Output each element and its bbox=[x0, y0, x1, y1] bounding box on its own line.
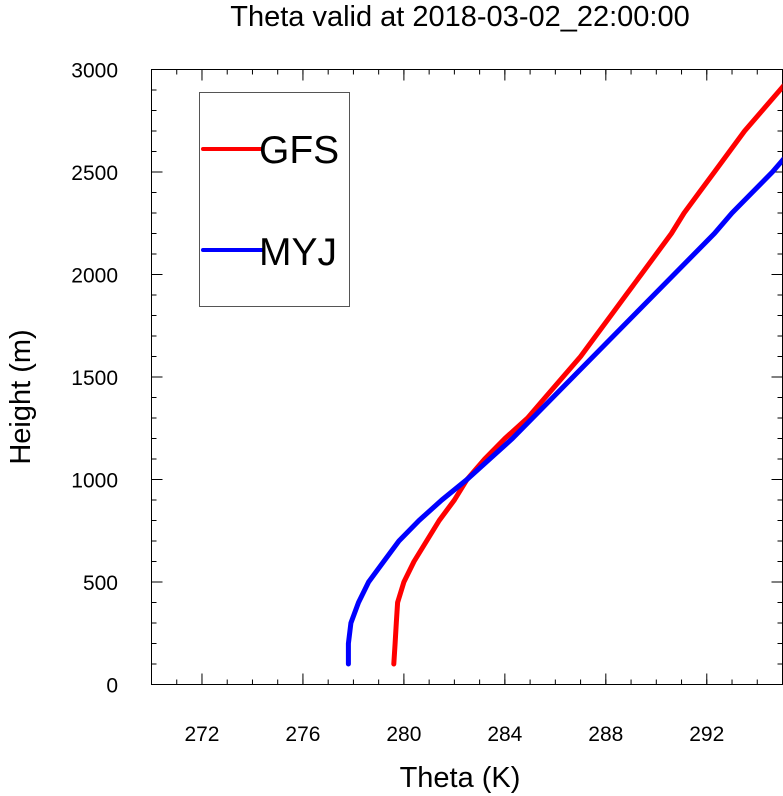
y-axis-label: Height (m) bbox=[5, 329, 37, 464]
x-tick-label: 292 bbox=[689, 723, 724, 746]
x-tick-label: 284 bbox=[487, 723, 522, 746]
x-tick-label: 288 bbox=[588, 723, 623, 746]
legend: GFS MYJ bbox=[199, 92, 350, 307]
series-line-gfs bbox=[391, 83, 783, 667]
series-line-myj bbox=[345, 156, 783, 667]
x-tick-label: 272 bbox=[184, 723, 219, 746]
x-tick-label: 276 bbox=[285, 723, 320, 746]
y-tick-label: 0 bbox=[106, 675, 118, 698]
plot-area: 272 276 280 284 288 292 0 500 1000 1500 2000 2500 3… bbox=[71, 60, 783, 746]
y-axis: 0 500 1000 1500 2000 2500 3000 bbox=[71, 60, 783, 698]
y-tick-label: 3000 bbox=[71, 60, 118, 83]
series-layer bbox=[345, 83, 783, 667]
x-tick-label: 280 bbox=[386, 723, 421, 746]
legend-label-gfs: GFS bbox=[259, 129, 339, 172]
x-axis-label: Theta (K) bbox=[400, 762, 521, 794]
legend-box bbox=[199, 92, 350, 307]
y-tick-label: 1500 bbox=[71, 367, 118, 390]
y-tick-label: 2000 bbox=[71, 265, 118, 288]
y-tick-label: 1000 bbox=[71, 470, 118, 493]
chart-title: Theta valid at 2018-03-02_22:00:00 bbox=[230, 1, 690, 33]
x-axis: 272 276 280 284 288 292 bbox=[184, 69, 724, 746]
y-tick-label: 500 bbox=[83, 572, 118, 595]
legend-label-myj: MYJ bbox=[259, 231, 337, 274]
y-tick-label: 2500 bbox=[71, 162, 118, 185]
